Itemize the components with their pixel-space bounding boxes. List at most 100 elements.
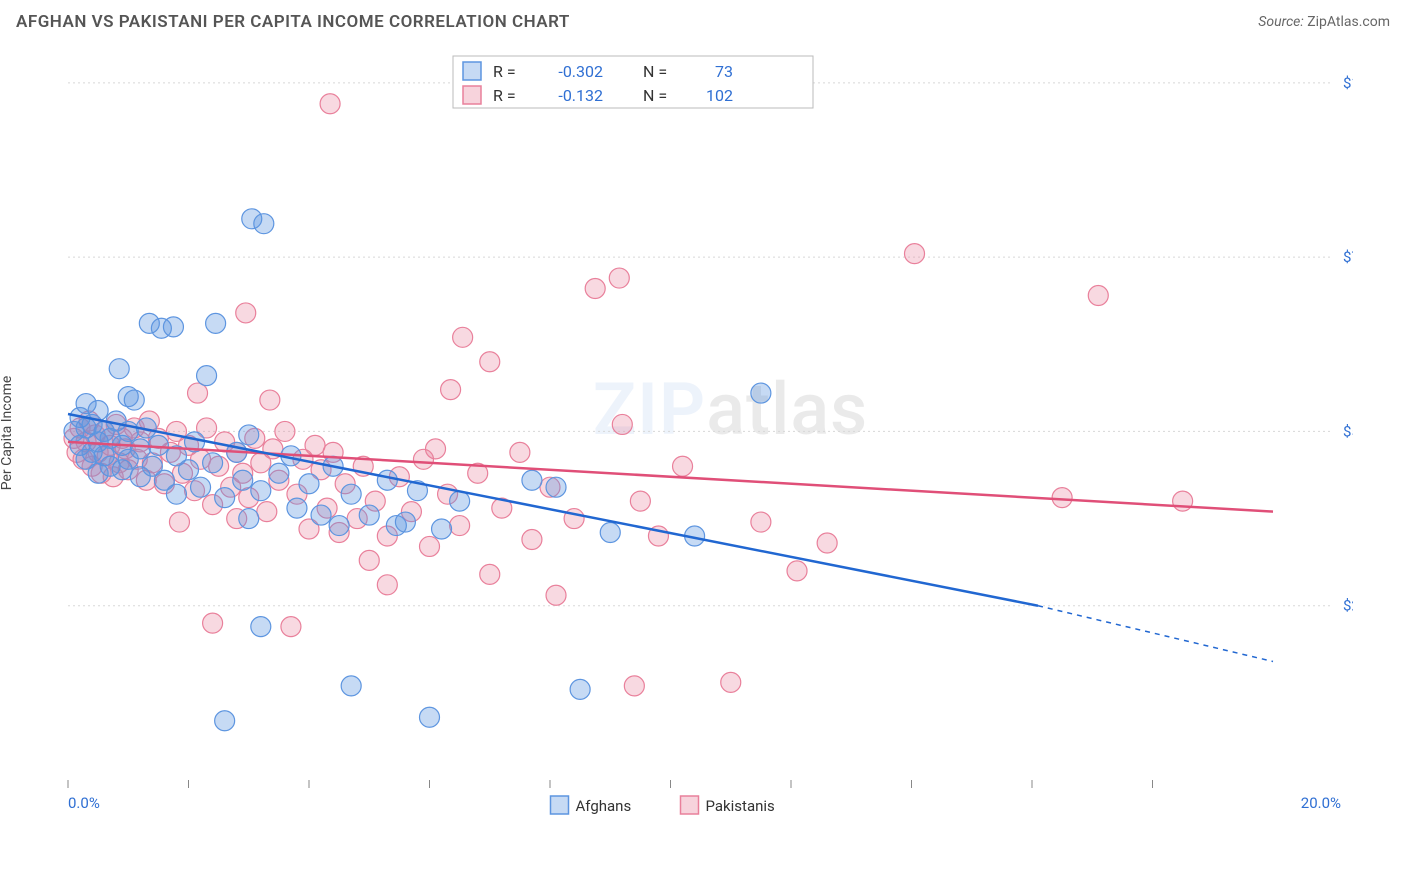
series-b-point [453, 327, 473, 347]
series-a-point [359, 505, 379, 525]
series-a-point [197, 366, 217, 386]
series-a-point [251, 617, 271, 637]
series-a-point [215, 711, 235, 731]
series-a-point [203, 453, 223, 473]
series-a-point [233, 470, 253, 490]
series-b-point [450, 516, 470, 536]
legend-n-value-b: 102 [706, 86, 733, 105]
series-b-point [905, 244, 925, 264]
legend-r-label: R = [493, 62, 516, 81]
legend-r-value-b: -0.132 [558, 86, 603, 105]
series-b-point [420, 536, 440, 556]
source-label: Source: [1258, 14, 1303, 30]
series-a-point [287, 498, 307, 518]
legend-n-label: N = [643, 86, 667, 105]
x-tick-label: 0.0% [68, 794, 100, 812]
series-b-point [441, 380, 461, 400]
series-a-point [163, 317, 183, 337]
series-b-point [673, 456, 693, 476]
bottom-legend-swatch-b [681, 796, 699, 814]
series-b-point [585, 279, 605, 299]
series-a-point [522, 470, 542, 490]
watermark: ZIPatlas [593, 367, 868, 452]
y-axis-label: Per Capita Income [0, 376, 15, 491]
series-b-point [281, 617, 301, 637]
series-b-point [203, 613, 223, 633]
series-b-point [1173, 491, 1193, 511]
series-a-point [109, 359, 129, 379]
legend-swatch-b [463, 86, 481, 104]
series-b-point [817, 533, 837, 553]
y-tick-label: $75,000 [1343, 248, 1353, 266]
chart-title: AFGHAN VS PAKISTANI PER CAPITA INCOME CO… [16, 12, 570, 32]
series-b-point [188, 383, 208, 403]
correlation-scatter-chart: ZIPatlas $25,000 $50,000 $75,000 $100,000 0.0… [13, 38, 1353, 828]
series-a-point [341, 676, 361, 696]
series-b-point [320, 94, 340, 114]
series-a-point [148, 435, 168, 455]
series-a-point [450, 491, 470, 511]
series-a-point [206, 313, 226, 333]
series-b-point [236, 303, 256, 323]
series-b-point [169, 512, 189, 532]
series-b-point [257, 502, 277, 522]
series-b-point [480, 564, 500, 584]
series-a-point [251, 481, 271, 501]
series-a-trendline-extrapolated [1038, 606, 1273, 662]
series-a-point [239, 509, 259, 529]
series-a-point [377, 470, 397, 490]
series-a-point [299, 474, 319, 494]
series-a-point [191, 477, 211, 497]
series-a-point [546, 477, 566, 497]
series-b-point [612, 414, 632, 434]
series-b-point [624, 676, 644, 696]
series-a-point [329, 516, 349, 536]
series-b-point [546, 585, 566, 605]
legend-swatch-a [463, 62, 481, 80]
series-a-point [130, 439, 150, 459]
series-b-point [359, 550, 379, 570]
series-a-point [570, 679, 590, 699]
y-tick-label: $25,000 [1343, 597, 1353, 615]
series-a-point [751, 383, 771, 403]
series-b-point [510, 442, 530, 462]
y-tick-label: $100,000 [1343, 74, 1353, 92]
series-a-point [239, 425, 259, 445]
source-attribution: Source: ZipAtlas.com [1258, 14, 1390, 30]
series-a-point [166, 484, 186, 504]
series-b-point [1088, 285, 1108, 305]
series-b-point [305, 435, 325, 455]
source-name: ZipAtlas.com [1307, 14, 1390, 30]
bottom-legend-label-b: Pakistanis [706, 797, 775, 815]
series-b-point [480, 352, 500, 372]
series-b-point [630, 491, 650, 511]
series-b-point [275, 421, 295, 441]
y-tick-label: $50,000 [1343, 422, 1353, 440]
series-a-point [118, 387, 138, 407]
legend-r-value-a: -0.302 [558, 62, 603, 81]
series-a-point [254, 214, 274, 234]
legend-r-label: R = [493, 86, 516, 105]
series-b-point [609, 268, 629, 288]
legend-n-value-a: 73 [715, 62, 733, 81]
series-b-point [426, 439, 446, 459]
series-a-point [269, 463, 289, 483]
series-a-point [215, 488, 235, 508]
series-b-point [260, 390, 280, 410]
bottom-legend-label-a: Afghans [576, 797, 632, 815]
x-tick-label: 20.0% [1301, 794, 1341, 812]
series-a-point [600, 523, 620, 543]
series-b-point [1052, 488, 1072, 508]
series-b-point [522, 529, 542, 549]
series-b-point [377, 575, 397, 595]
series-a-point [311, 505, 331, 525]
series-a-point [341, 484, 361, 504]
legend-n-label: N = [643, 62, 667, 81]
series-a-point [420, 707, 440, 727]
series-b-point [787, 561, 807, 581]
series-a-point [395, 512, 415, 532]
bottom-legend-swatch-a [551, 796, 569, 814]
series-b-point [751, 512, 771, 532]
series-b-point [721, 672, 741, 692]
series-a-point [432, 519, 452, 539]
